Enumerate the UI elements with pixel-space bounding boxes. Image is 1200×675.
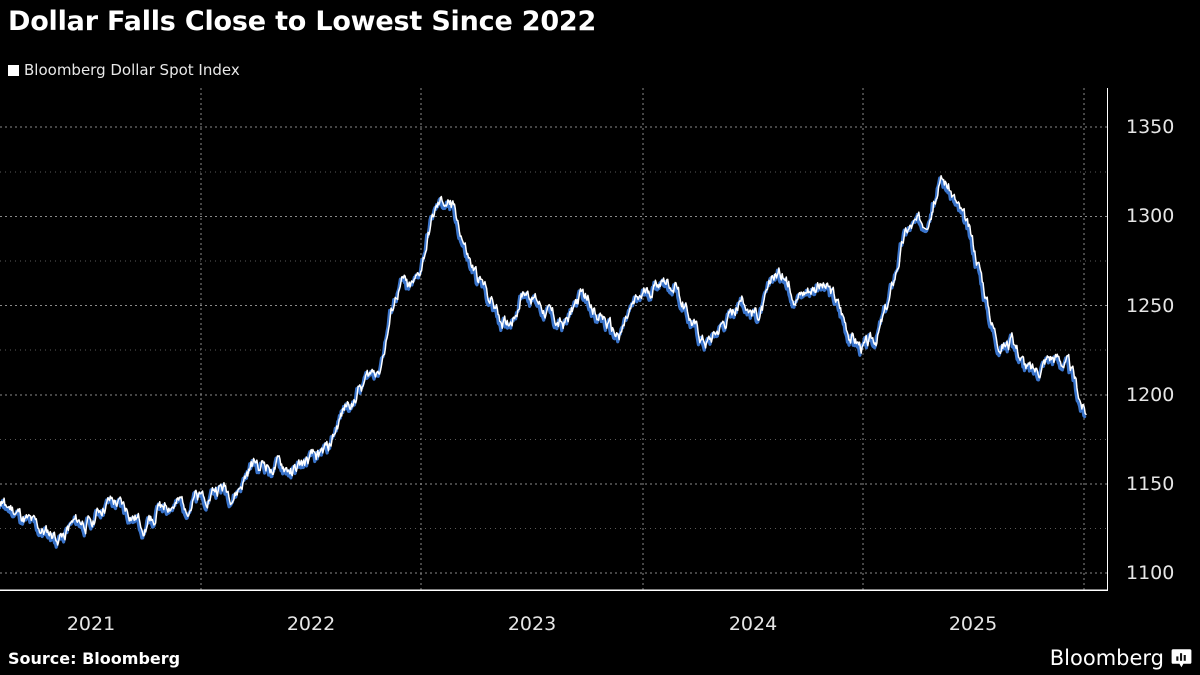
legend-label: Bloomberg Dollar Spot Index <box>24 61 240 79</box>
x-tick-label: 2021 <box>66 613 116 635</box>
x-tick-label: 2025 <box>948 613 998 635</box>
y-tick-label: 1250 <box>1126 294 1175 317</box>
x-tick-label: 2024 <box>728 613 778 635</box>
y-axis: 1100 1150 1200 1250 1300 1350 <box>1112 88 1182 591</box>
chart-footer: Source: Bloomberg Bloomberg <box>0 646 1200 675</box>
line-chart-svg <box>0 88 1108 591</box>
source-note: Source: Bloomberg <box>8 649 181 668</box>
brand-label: Bloomberg <box>1049 646 1164 670</box>
legend-swatch-icon <box>8 64 19 76</box>
x-tick-label: 2022 <box>286 613 336 635</box>
x-tick-label: 2023 <box>507 613 557 635</box>
y-tick-label: 1100 <box>1126 562 1175 585</box>
bloomberg-brand: Bloomberg <box>1050 646 1192 670</box>
y-tick-label: 1300 <box>1126 205 1175 228</box>
y-tick-label: 1150 <box>1126 472 1175 495</box>
x-axis: 2021 2022 2023 2024 2025 <box>0 613 1108 643</box>
y-tick-label: 1200 <box>1126 383 1175 406</box>
bloomberg-logo-icon <box>1171 648 1192 669</box>
y-tick-label: 1350 <box>1126 116 1175 139</box>
page-title: Dollar Falls Close to Lowest Since 2022 <box>8 6 597 37</box>
chart-legend: Bloomberg Dollar Spot Index <box>8 61 240 79</box>
chart-plot-area <box>0 88 1108 591</box>
